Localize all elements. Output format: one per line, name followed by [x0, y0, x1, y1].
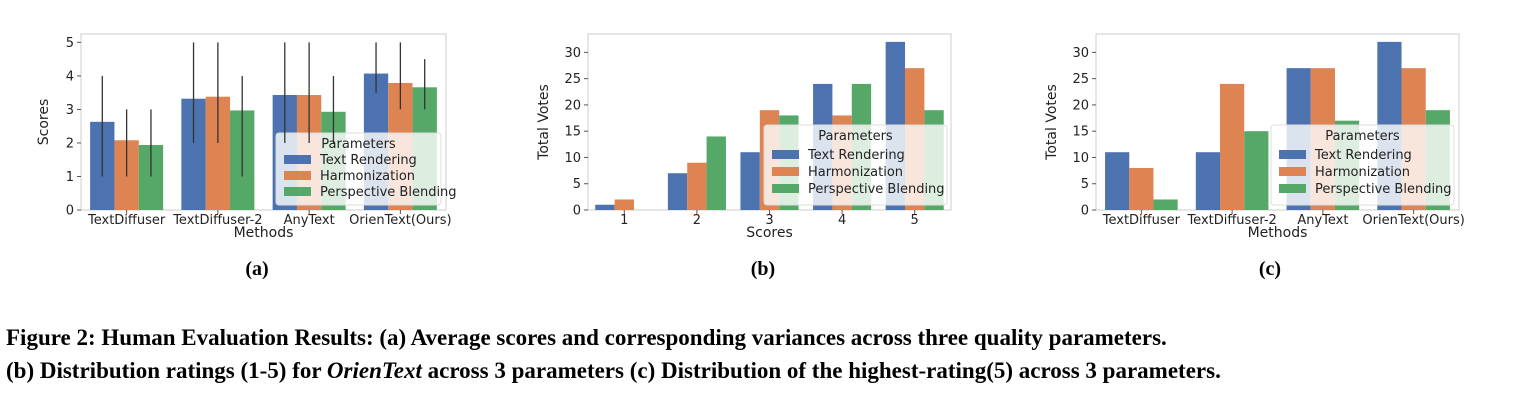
- y-tick-label-b: 30: [564, 46, 581, 61]
- y-tick-label-c: 10: [1072, 151, 1089, 166]
- x-tick-label-c: TextDiffuser-2: [1186, 213, 1276, 228]
- legend-label-c-0: Text Rendering: [1314, 148, 1412, 163]
- x-tick-label-b: 4: [838, 213, 846, 228]
- legend-box-c: [1270, 124, 1455, 206]
- y-tick-label-c: 5: [1081, 177, 1089, 192]
- x-tick-label-b: 1: [620, 213, 628, 228]
- x-tick-label-a: AnyText: [284, 213, 335, 228]
- figure-caption-line-1: Figure 2: Human Evaluation Results: (a) …: [6, 323, 1511, 353]
- legend-swatch-c-1: [1279, 167, 1306, 176]
- legend-box-a: [275, 132, 442, 206]
- figure-caption-line-2: (b) Distribution ratings (1-5) for Orien…: [6, 356, 1511, 386]
- legend-swatch-c-2: [1279, 184, 1306, 193]
- bar-b-s0-c0: [595, 204, 615, 210]
- y-tick-label-b: 10: [564, 151, 581, 166]
- bar-b-s1-c0: [614, 199, 634, 210]
- y-tick-label-c: 25: [1072, 72, 1089, 87]
- legend-swatch-c-0: [1279, 150, 1306, 159]
- x-tick-label-c: TextDiffuser: [1102, 213, 1181, 228]
- bar-b-s0-c2: [740, 152, 760, 210]
- y-tick-label-a: 0: [66, 204, 74, 219]
- plot-frame-a: [80, 33, 447, 211]
- x-axis-label-c: Methods: [1248, 225, 1308, 241]
- y-tick-label-a: 1: [66, 170, 74, 185]
- x-tick-label-b: 2: [693, 213, 701, 228]
- legend-label-a-0: Text Rendering: [319, 153, 417, 168]
- x-tick-label-a: TextDiffuser-2: [172, 213, 262, 228]
- x-axis-label-a: Methods: [234, 225, 294, 241]
- legend-box-b: [763, 124, 948, 206]
- y-tick-label-c: 0: [1081, 204, 1089, 219]
- legend-label-a-1: Harmonization: [320, 169, 415, 184]
- legend-swatch-b-0: [772, 150, 799, 159]
- subfigure-label-b: (b): [750, 258, 776, 280]
- legend-swatch-b-2: [772, 184, 799, 193]
- y-tick-label-b: 5: [573, 177, 581, 192]
- plot-frame-c: [1095, 33, 1460, 211]
- caption-line-1-text: Figure 2: Human Evaluation Results: (a) …: [6, 325, 1167, 350]
- y-axis-label-b: Total Votes: [536, 84, 552, 161]
- y-axis-label-a: Scores: [36, 99, 52, 146]
- caption-line-2-italic: OrienText: [326, 358, 422, 383]
- x-axis-label-b: Scores: [746, 225, 793, 241]
- caption-line-2-part-2: across 3 parameters (c) Distribution of …: [421, 358, 1221, 383]
- legend-swatch-a-1: [284, 171, 311, 180]
- bar-b-s0-c1: [667, 173, 688, 210]
- y-tick-label-a: 3: [66, 103, 74, 118]
- legend-label-c-1: Harmonization: [1315, 165, 1410, 180]
- subfigure-label-c: (c): [1258, 258, 1282, 280]
- legend-label-a-2: Perspective Blending: [320, 185, 457, 200]
- y-tick-label-b: 25: [564, 72, 581, 87]
- legend-title-c: Parameters: [1325, 129, 1400, 144]
- bar-c-s1-c0: [1129, 167, 1154, 210]
- y-tick-label-c: 30: [1072, 46, 1089, 61]
- subfigure-label-a: (a): [245, 258, 269, 280]
- x-tick-label-a: OrienText(Ours): [349, 213, 451, 228]
- x-tick-label-c: AnyText: [1297, 213, 1348, 228]
- y-tick-label-a: 4: [66, 69, 74, 84]
- bar-b-s2-c1: [706, 136, 726, 210]
- x-tick-label-a: TextDiffuser: [87, 213, 166, 228]
- y-tick-label-b: 15: [564, 125, 581, 140]
- legend-swatch-a-0: [284, 155, 311, 164]
- legend-title-b: Parameters: [818, 129, 893, 144]
- bar-c-s2-c1: [1244, 131, 1269, 210]
- y-tick-label-a: 5: [66, 36, 74, 51]
- caption-line-2-part-1: (b) Distribution ratings (1-5) for: [6, 358, 327, 383]
- bar-c-s0-c0: [1105, 152, 1130, 210]
- x-tick-label-b: 3: [765, 213, 773, 228]
- bar-c-s0-c1: [1195, 152, 1221, 210]
- legend-swatch-a-2: [284, 187, 311, 196]
- x-tick-label-b: 5: [911, 213, 919, 228]
- legend-title-a: Parameters: [321, 137, 396, 152]
- x-tick-label-c: OrienText(Ours): [1362, 213, 1464, 228]
- y-tick-label-b: 0: [573, 204, 581, 219]
- y-axis-label-c: Total Votes: [1044, 84, 1060, 161]
- y-tick-label-c: 15: [1072, 125, 1089, 140]
- y-tick-label-c: 20: [1072, 98, 1089, 113]
- legend-label-b-0: Text Rendering: [807, 148, 905, 163]
- legend-label-b-1: Harmonization: [808, 165, 903, 180]
- y-tick-label-b: 20: [564, 98, 581, 113]
- legend-label-b-2: Perspective Blending: [808, 182, 945, 197]
- bar-c-s1-c1: [1220, 83, 1245, 210]
- bar-b-s1-c1: [687, 162, 707, 210]
- legend-swatch-b-1: [772, 167, 799, 176]
- y-tick-label-a: 2: [66, 136, 74, 151]
- bar-c-s2-c0: [1153, 199, 1178, 210]
- legend-label-c-2: Perspective Blending: [1315, 182, 1452, 197]
